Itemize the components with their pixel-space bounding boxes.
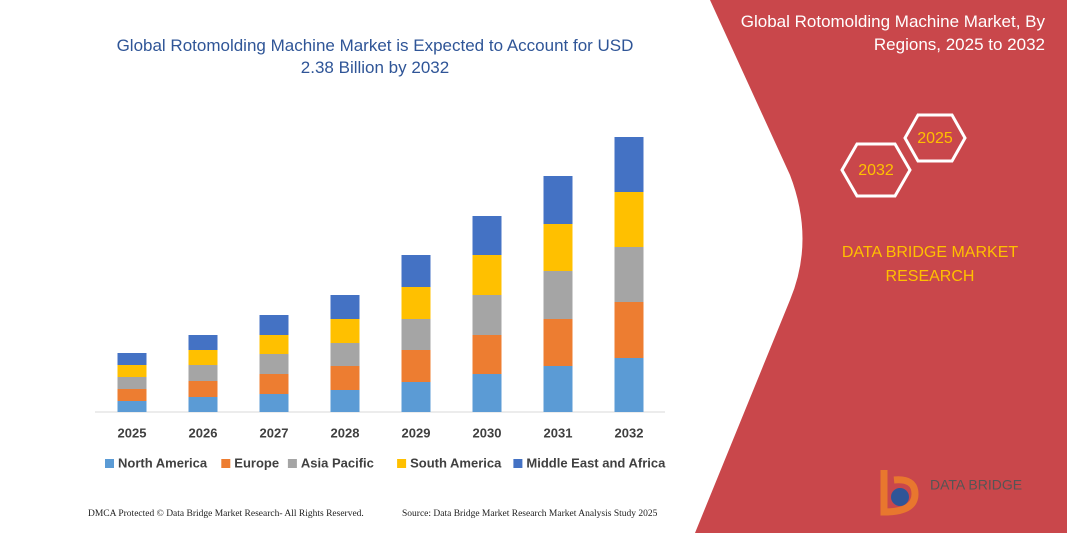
bar-segment bbox=[117, 353, 147, 365]
legend-swatch bbox=[221, 459, 231, 468]
legend-label: South America bbox=[410, 455, 502, 470]
legend-swatch bbox=[105, 459, 114, 468]
bar-segment bbox=[614, 247, 644, 302]
bar-segment bbox=[543, 176, 573, 224]
bar-segment bbox=[401, 319, 431, 350]
hex-label: 2032 bbox=[858, 162, 894, 179]
bar-segment bbox=[472, 374, 502, 412]
bar-segment bbox=[472, 335, 502, 374]
bar-segment bbox=[401, 287, 431, 319]
logo: DATA BRIDGE bbox=[880, 470, 1022, 516]
bar-segment bbox=[543, 224, 573, 271]
bar-segment bbox=[401, 255, 431, 287]
bar-segment bbox=[188, 350, 218, 365]
bar-segment bbox=[259, 354, 289, 374]
legend-swatch bbox=[287, 459, 297, 468]
panel-title: Global Rotomolding Machine Market, By Re… bbox=[740, 12, 1045, 54]
hexagon bbox=[840, 142, 912, 198]
x-tick-label: 2028 bbox=[331, 425, 360, 440]
bar-segment bbox=[117, 401, 147, 412]
bar-segment bbox=[401, 350, 431, 382]
bar-segment bbox=[330, 319, 360, 343]
bar-segment bbox=[330, 343, 360, 366]
footer-right: Source: Data Bridge Market Research Mark… bbox=[402, 509, 658, 519]
bar-segment bbox=[188, 397, 218, 412]
side-panel bbox=[695, 0, 1067, 533]
logo-text: DATA BRIDGE bbox=[930, 477, 1022, 493]
legend-label: Europe bbox=[234, 455, 279, 470]
x-tick-label: 2030 bbox=[473, 425, 502, 440]
brand: DATA BRIDGE MARKET RESEARCH bbox=[841, 244, 1019, 285]
x-tick-label: 2025 bbox=[118, 425, 147, 440]
legend-swatch bbox=[513, 459, 523, 468]
bar-segment bbox=[543, 271, 573, 319]
bar-segment bbox=[330, 295, 360, 319]
bar-segment bbox=[614, 358, 644, 412]
hexagon bbox=[903, 113, 967, 163]
bar-segment bbox=[614, 137, 644, 192]
bar-segment bbox=[259, 315, 289, 335]
chart-title: Global Rotomolding Machine Market is Exp… bbox=[116, 36, 634, 77]
bar-segment bbox=[330, 366, 360, 390]
x-tick-label: 2029 bbox=[402, 425, 431, 440]
x-tick-label: 2031 bbox=[544, 425, 573, 440]
bar-segment bbox=[188, 381, 218, 397]
legend-label: Asia Pacific bbox=[301, 455, 374, 470]
bar-segment bbox=[259, 394, 289, 412]
x-tick-label: 2032 bbox=[615, 425, 644, 440]
bar-segment bbox=[330, 390, 360, 412]
legend-label: North America bbox=[118, 455, 208, 470]
bar-segment bbox=[259, 374, 289, 394]
bar-segment bbox=[614, 192, 644, 247]
bar-segment bbox=[472, 295, 502, 335]
bar-segment bbox=[259, 335, 289, 354]
bar-segment bbox=[401, 382, 431, 412]
bar-segment bbox=[188, 335, 218, 350]
bar-segment bbox=[117, 389, 147, 401]
logo-mark bbox=[880, 470, 919, 516]
footer-left: DMCA Protected © Data Bridge Market Rese… bbox=[88, 509, 364, 519]
bar-segment bbox=[117, 365, 147, 377]
logo-mark bbox=[891, 488, 909, 506]
x-tick-label: 2027 bbox=[260, 425, 289, 440]
bar-segment bbox=[472, 255, 502, 295]
bar-segment bbox=[472, 216, 502, 255]
bar-segment bbox=[543, 366, 573, 412]
bar-segment bbox=[188, 365, 218, 381]
legend-label: Middle East and Africa bbox=[526, 455, 666, 470]
bar-segment bbox=[117, 377, 147, 389]
x-tick-label: 2026 bbox=[189, 425, 218, 440]
bar-segment bbox=[543, 319, 573, 366]
bar-segment bbox=[614, 302, 644, 358]
legend-swatch bbox=[397, 459, 407, 468]
hex-label: 2025 bbox=[917, 130, 953, 147]
